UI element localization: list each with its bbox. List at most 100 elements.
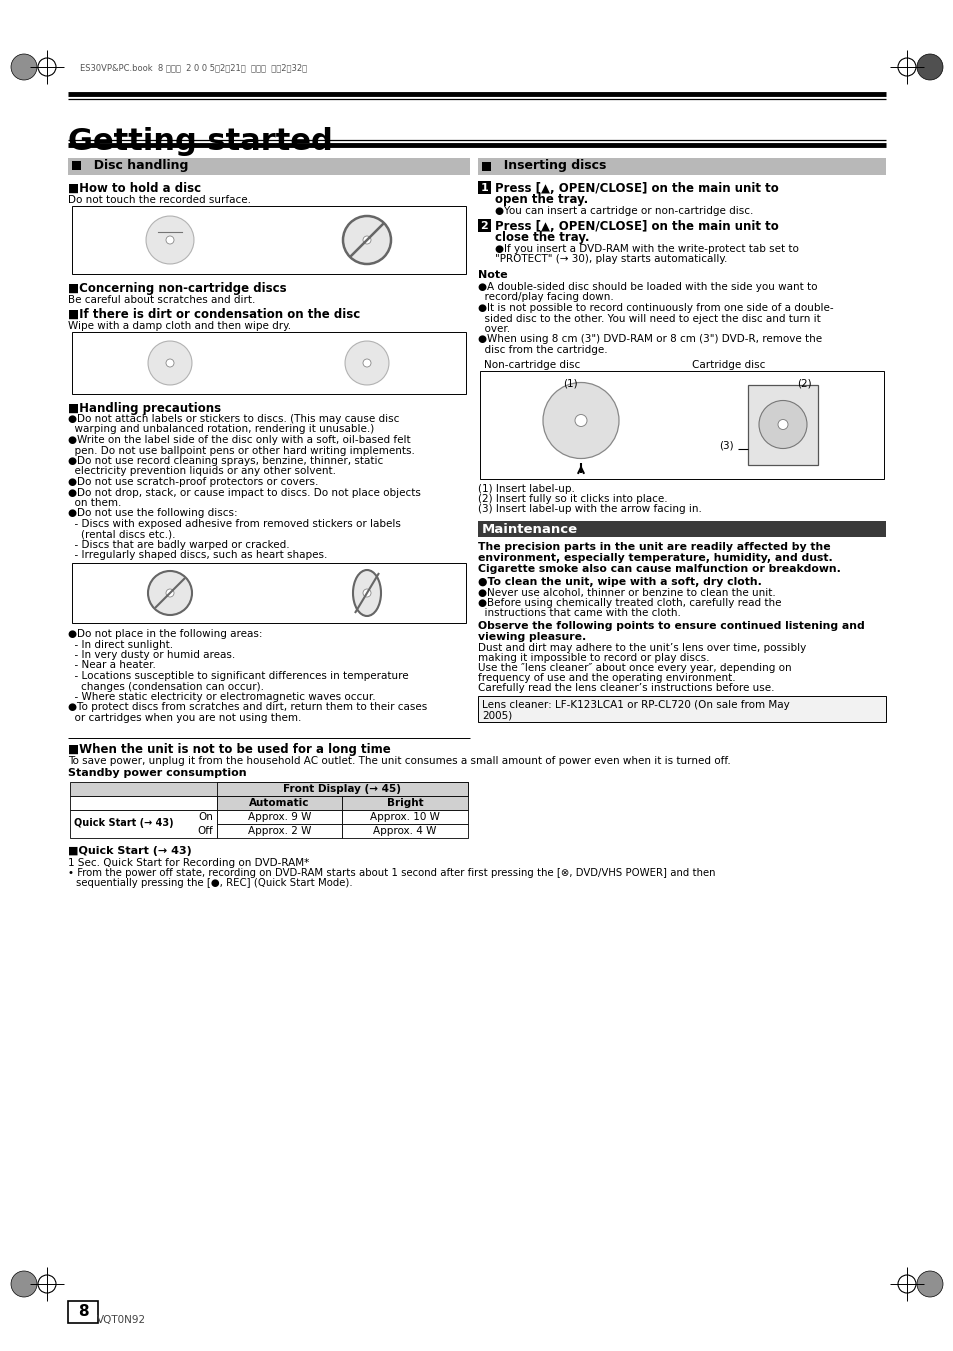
Text: warping and unbalanced rotation, rendering it unusable.): warping and unbalanced rotation, renderi… — [68, 424, 374, 435]
Text: Front Display (→ 45): Front Display (→ 45) — [283, 784, 401, 793]
Circle shape — [11, 1271, 37, 1297]
Text: Cigarette smoke also can cause malfunction or breakdown.: Cigarette smoke also can cause malfuncti… — [477, 563, 840, 574]
Circle shape — [575, 415, 586, 427]
Text: ●Do not use record cleaning sprays, benzine, thinner, static: ●Do not use record cleaning sprays, benz… — [68, 457, 383, 466]
Text: 2005): 2005) — [481, 711, 512, 720]
Bar — [477, 521, 885, 536]
Text: ES30VP&PC.book  8 ページ  2 0 0 5年2月21日  月曜日  午後2時32分: ES30VP&PC.book 8 ページ 2 0 0 5年2月21日 月曜日 午… — [80, 63, 307, 72]
Circle shape — [345, 340, 389, 385]
Text: Non-cartridge disc: Non-cartridge disc — [483, 359, 579, 370]
Text: (rental discs etc.).: (rental discs etc.). — [68, 530, 175, 539]
Text: open the tray.: open the tray. — [495, 193, 588, 205]
Text: Lens cleaner: LF-K123LCA1 or RP-CL720 (On sale from May: Lens cleaner: LF-K123LCA1 or RP-CL720 (O… — [481, 700, 789, 711]
Text: 2: 2 — [480, 222, 488, 231]
Text: ●Do not drop, stack, or cause impact to discs. Do not place objects: ●Do not drop, stack, or cause impact to … — [68, 488, 420, 497]
Circle shape — [11, 54, 37, 80]
Text: 1 Sec. Quick Start for Recording on DVD-RAM*: 1 Sec. Quick Start for Recording on DVD-… — [68, 858, 309, 867]
Text: Be careful about scratches and dirt.: Be careful about scratches and dirt. — [68, 295, 255, 305]
Text: - In very dusty or humid areas.: - In very dusty or humid areas. — [68, 650, 235, 661]
Bar — [71, 563, 465, 623]
Bar — [477, 181, 491, 195]
Bar — [68, 158, 470, 176]
Circle shape — [148, 340, 192, 385]
Text: pen. Do not use ballpoint pens or other hard writing implements.: pen. Do not use ballpoint pens or other … — [68, 446, 415, 455]
Text: close the tray.: close the tray. — [495, 231, 589, 245]
Text: frequency of use and the operating environment.: frequency of use and the operating envir… — [477, 673, 735, 684]
Text: (2): (2) — [796, 378, 811, 389]
Text: VQT0N92: VQT0N92 — [97, 1315, 146, 1325]
Text: (2) Insert fully so it clicks into place.: (2) Insert fully so it clicks into place… — [477, 494, 667, 504]
Text: ●You can insert a cartridge or non-cartridge disc.: ●You can insert a cartridge or non-cartr… — [495, 205, 753, 216]
Text: ●To clean the unit, wipe with a soft, dry cloth.: ●To clean the unit, wipe with a soft, dr… — [477, 577, 761, 586]
Text: 1: 1 — [480, 182, 488, 193]
Circle shape — [343, 216, 391, 263]
Text: electricity prevention liquids or any other solvent.: electricity prevention liquids or any ot… — [68, 466, 335, 477]
Bar — [477, 696, 885, 721]
Circle shape — [759, 400, 806, 449]
Text: ●When using 8 cm (3") DVD-RAM or 8 cm (3") DVD-R, remove the: ●When using 8 cm (3") DVD-RAM or 8 cm (3… — [477, 335, 821, 345]
Text: disc from the cartridge.: disc from the cartridge. — [477, 345, 607, 355]
Bar — [479, 370, 883, 478]
Circle shape — [166, 589, 173, 597]
Bar — [341, 809, 468, 824]
Bar — [216, 824, 341, 838]
Text: viewing pleasure.: viewing pleasure. — [477, 632, 586, 642]
Text: environment, especially temperature, humidity, and dust.: environment, especially temperature, hum… — [477, 553, 832, 563]
Text: making it impossible to record or play discs.: making it impossible to record or play d… — [477, 653, 709, 663]
Text: Note: Note — [477, 270, 507, 280]
Text: - Near a heater.: - Near a heater. — [68, 661, 155, 670]
Bar — [70, 796, 216, 809]
Text: Cartridge disc: Cartridge disc — [691, 359, 764, 370]
Text: - Discs that are badly warped or cracked.: - Discs that are badly warped or cracked… — [68, 540, 290, 550]
Bar — [71, 205, 465, 274]
Text: on them.: on them. — [68, 499, 121, 508]
Text: ■If there is dirt or condensation on the disc: ■If there is dirt or condensation on the… — [68, 308, 360, 322]
Text: ●Do not use the following discs:: ●Do not use the following discs: — [68, 508, 237, 519]
Text: 8: 8 — [77, 1305, 89, 1320]
Text: The precision parts in the unit are readily affected by the: The precision parts in the unit are read… — [477, 542, 830, 553]
Text: ■Concerning non-cartridge discs: ■Concerning non-cartridge discs — [68, 282, 286, 295]
Text: Standby power consumption: Standby power consumption — [68, 769, 247, 778]
Text: Use the ″lens cleaner″ about once every year, depending on: Use the ″lens cleaner″ about once every … — [477, 663, 791, 673]
Text: Approx. 4 W: Approx. 4 W — [373, 825, 436, 835]
Circle shape — [166, 236, 173, 245]
Text: sided disc to the other. You will need to eject the disc and turn it: sided disc to the other. You will need t… — [477, 313, 820, 323]
Text: (3): (3) — [718, 440, 733, 450]
Text: (1): (1) — [562, 378, 577, 389]
Text: To save power, unplug it from the household AC outlet. The unit consumes a small: To save power, unplug it from the househ… — [68, 755, 730, 766]
Text: - Locations susceptible to significant differences in temperature: - Locations susceptible to significant d… — [68, 671, 408, 681]
Text: sequentially pressing the [●, REC] (Quick Start Mode).: sequentially pressing the [●, REC] (Quic… — [76, 878, 353, 889]
Text: ■How to hold a disc: ■How to hold a disc — [68, 182, 201, 195]
Text: Approx. 9 W: Approx. 9 W — [248, 812, 311, 821]
Text: Approx. 10 W: Approx. 10 W — [370, 812, 439, 821]
Circle shape — [166, 359, 173, 367]
Text: Bright: Bright — [386, 797, 423, 808]
Text: Quick Start (→ 43): Quick Start (→ 43) — [74, 819, 173, 828]
Bar — [68, 1301, 98, 1323]
Text: • From the power off state, recording on DVD-RAM starts about 1 second after fir: • From the power off state, recording on… — [68, 869, 715, 878]
Text: Press [▲, OPEN/CLOSE] on the main unit to: Press [▲, OPEN/CLOSE] on the main unit t… — [495, 220, 778, 232]
Text: Carefully read the lens cleaner’s instructions before use.: Carefully read the lens cleaner’s instru… — [477, 684, 774, 693]
Text: Do not touch the recorded surface.: Do not touch the recorded surface. — [68, 195, 251, 205]
Text: ■Quick Start (→ 43): ■Quick Start (→ 43) — [68, 846, 192, 855]
Bar — [216, 796, 341, 809]
Text: ●Before using chemically treated cloth, carefully read the: ●Before using chemically treated cloth, … — [477, 598, 781, 608]
Text: (1) Insert label-up.: (1) Insert label-up. — [477, 484, 575, 493]
Bar — [216, 809, 341, 824]
Text: Maintenance: Maintenance — [481, 523, 578, 536]
Circle shape — [778, 420, 787, 430]
Circle shape — [148, 571, 192, 615]
Bar — [341, 824, 468, 838]
Text: Approx. 2 W: Approx. 2 W — [248, 825, 311, 835]
Circle shape — [916, 54, 942, 80]
Bar — [341, 796, 468, 809]
Text: Getting started: Getting started — [68, 127, 333, 155]
Bar — [70, 809, 216, 838]
Circle shape — [542, 382, 618, 458]
Text: Off: Off — [197, 825, 213, 835]
Text: or cartridges when you are not using them.: or cartridges when you are not using the… — [68, 713, 301, 723]
Text: Inserting discs: Inserting discs — [495, 159, 606, 172]
Text: Press [▲, OPEN/CLOSE] on the main unit to: Press [▲, OPEN/CLOSE] on the main unit t… — [495, 182, 778, 195]
Text: Automatic: Automatic — [249, 797, 310, 808]
Text: ●Never use alcohol, thinner or benzine to clean the unit.: ●Never use alcohol, thinner or benzine t… — [477, 588, 775, 598]
